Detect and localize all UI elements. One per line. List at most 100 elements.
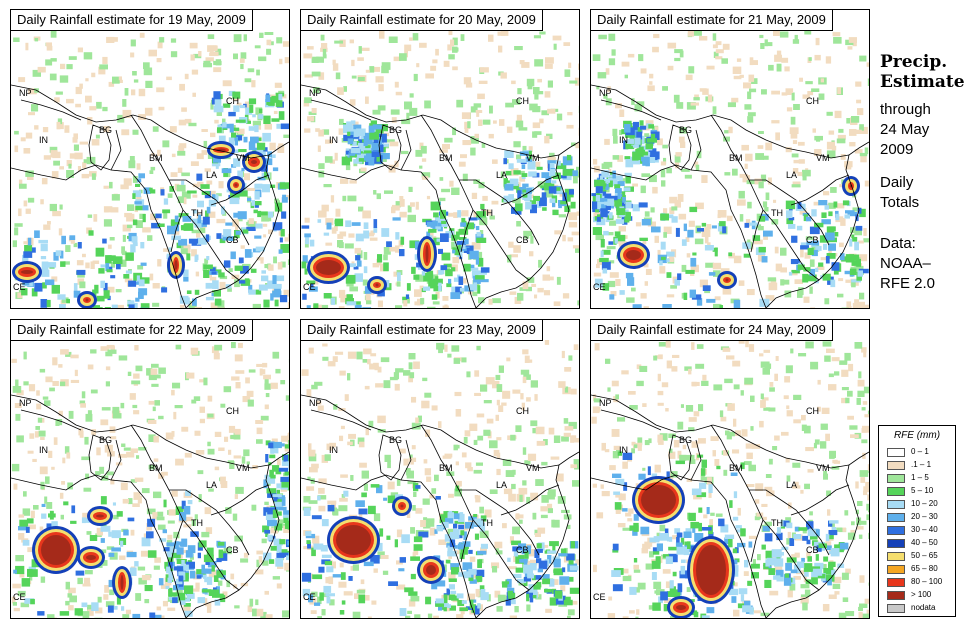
rain-cell-moderate <box>468 549 473 554</box>
rain-cell-moderate <box>460 530 465 536</box>
rain-cell-light <box>263 234 267 238</box>
rain-cell-light <box>644 211 650 217</box>
rain-cell-light <box>570 435 575 443</box>
rain-cell-light <box>846 301 852 308</box>
daily-line1: Daily <box>880 174 914 191</box>
rain-cell-light <box>841 387 849 391</box>
rain-cell-moderate <box>105 263 110 271</box>
rain-cell-moderate <box>125 270 132 274</box>
rain-cell-moderate <box>307 541 311 549</box>
rain-cell-light <box>835 216 844 223</box>
rain-cell-light <box>329 599 335 606</box>
rain-cell-light <box>535 479 544 486</box>
rain-cell-moderate <box>625 141 635 150</box>
rain-cell-moderate <box>348 576 353 581</box>
rain-cell-light <box>733 255 742 264</box>
legend-label: nodata <box>911 603 936 612</box>
rain-cell-moderate <box>219 238 226 244</box>
rain-cell-moderate <box>809 268 815 276</box>
rain-cell-light <box>370 230 375 235</box>
rain-cell-moderate <box>568 189 574 195</box>
rain-cell-light <box>502 459 512 466</box>
rain-cell-moderate <box>318 566 325 573</box>
rain-cell-light <box>790 132 798 139</box>
rain-cell-light <box>678 136 685 143</box>
rain-cell-moderate <box>218 135 226 143</box>
rain-cell-light <box>525 286 532 292</box>
rain-cell-light <box>779 31 789 38</box>
rain-cell-moderate <box>475 569 485 577</box>
country-label-ch: CH <box>516 406 529 416</box>
rain-cell-moderate <box>547 160 557 164</box>
rain-cell-moderate <box>625 201 632 209</box>
rain-cell-light <box>607 280 616 288</box>
rain-cell-moderate <box>176 578 183 585</box>
rain-cell-moderate <box>238 257 244 264</box>
rain-cell-light <box>596 263 600 269</box>
rain-cell-light <box>570 464 577 469</box>
rain-cell-moderate <box>279 182 289 189</box>
rain-cell-moderate <box>666 471 670 479</box>
rain-cell-light <box>760 393 764 400</box>
rain-cell-moderate <box>650 129 658 133</box>
rain-cell-light <box>15 555 24 562</box>
rain-cell-moderate <box>104 307 111 308</box>
rain-cell-light <box>136 455 140 459</box>
rain-cell-light <box>30 510 35 518</box>
rain-cell-light <box>318 505 326 512</box>
rain-cell-moderate <box>183 505 191 515</box>
rain-cell-light <box>856 99 862 104</box>
rain-cell-light <box>372 109 381 115</box>
rain-cell-light <box>615 506 621 514</box>
rain-cell-light <box>156 87 165 93</box>
rain-cell-moderate <box>829 520 839 524</box>
rain-cell-moderate <box>354 304 362 308</box>
rain-cell-light <box>40 576 46 583</box>
rain-cell-light <box>157 524 166 530</box>
rain-cell-light <box>609 465 616 471</box>
rain-cell-light <box>95 471 101 476</box>
rain-cell-moderate <box>263 299 270 308</box>
country-label-bm: BM <box>149 463 163 473</box>
rain-cell-light <box>793 394 802 400</box>
rain-cell-moderate <box>851 234 855 239</box>
rain-cell-light <box>844 510 849 516</box>
rain-cell-light <box>663 157 667 165</box>
rain-cell-light <box>681 292 685 299</box>
rain-cell-light <box>478 119 483 126</box>
rain-cell-light <box>803 296 810 303</box>
rain-cell-moderate <box>453 529 460 535</box>
rain-cell-light <box>307 476 311 481</box>
rain-cell-light <box>506 357 511 362</box>
rain-cell-moderate <box>435 496 441 500</box>
rain-cell-light <box>564 426 574 431</box>
country-label-np: NP <box>599 88 612 98</box>
rain-cell-light <box>23 200 28 207</box>
rain-cell-light <box>438 539 447 545</box>
rain-cell-light <box>102 56 108 65</box>
rain-cell-moderate <box>516 158 527 163</box>
rain-cell-light <box>163 212 168 219</box>
rain-cell-moderate <box>660 591 668 601</box>
rain-cell-moderate <box>647 466 651 476</box>
rain-cell-moderate <box>660 241 666 250</box>
rain-cell-moderate <box>471 604 477 613</box>
rain-cell-light <box>193 396 201 401</box>
rain-cell-light <box>609 272 619 278</box>
rain-cell-light <box>670 616 676 618</box>
rain-cell-moderate <box>280 229 285 237</box>
rain-cell-moderate <box>306 540 311 544</box>
rain-cell-light <box>615 279 621 286</box>
country-boundary <box>790 174 850 206</box>
rain-cell-moderate <box>138 173 145 179</box>
rain-cell-light <box>465 462 472 469</box>
rain-cell-light <box>288 431 289 436</box>
rain-cell-light <box>458 161 466 167</box>
rain-cell-light <box>861 439 868 444</box>
rain-cell-moderate <box>358 594 366 604</box>
legend-label: 20 – 30 <box>911 512 938 521</box>
rain-cell-light <box>407 214 416 223</box>
rain-cell-light <box>266 48 272 55</box>
rain-cell-moderate <box>306 280 316 284</box>
rain-cell-moderate <box>597 181 606 190</box>
